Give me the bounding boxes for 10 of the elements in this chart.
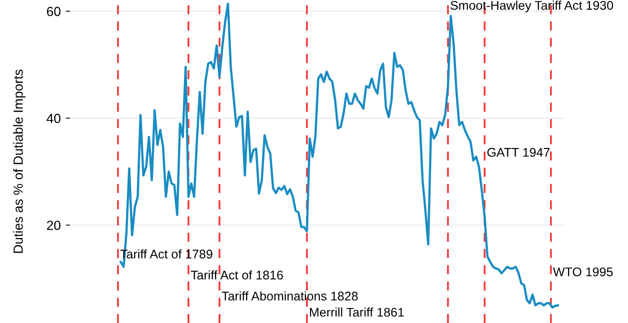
y-tick-label: 40 (46, 114, 60, 124)
y-axis-title: Duties as % of Dutiable Imports (13, 70, 26, 253)
y-tick-label: 20 (46, 220, 60, 230)
annotation: Smoot-Hawley Tariff Act 1930 (450, 0, 614, 12)
annotation: WTO 1995 (553, 267, 613, 276)
annotation: Tariff Abominations 1828 (222, 291, 358, 301)
annotation: Merrill Tariff 1861 (310, 307, 404, 317)
annotation: GATT 1947 (487, 148, 550, 157)
y-tick-label: 60 (46, 6, 60, 16)
annotation: Tariff Act of 1816 (190, 270, 283, 280)
